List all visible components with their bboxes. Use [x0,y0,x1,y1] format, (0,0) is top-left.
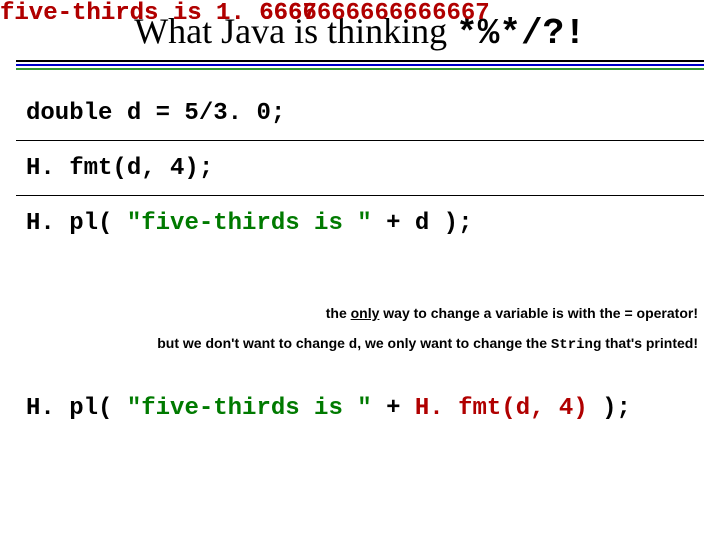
code-line-4: H. pl( "five-thirds is " + H. fmt(d, 4) … [26,395,631,422]
code4-pre: H. pl( [26,395,127,422]
note2-var-d: d [349,337,357,353]
code4-string: "five-thirds is " [127,395,372,422]
code-line-3: H. pl( "five-thirds is " + d ); [26,210,473,237]
code4-fmt-call: H. fmt(d, 4) [415,395,588,422]
rule-line-3 [16,68,704,70]
note1-a: the [326,305,351,321]
code3-pre: H. pl( [26,210,127,237]
code-line-1: double d = 5/3. 0; [26,100,285,127]
code3-post: + d ); [372,210,473,237]
rule-line-2 [16,64,704,66]
note-1: the only way to change a variable is wit… [326,305,698,321]
note2-a: but we don't want to change [157,335,349,351]
code4-post: ); [588,395,631,422]
slide: What Java is thinking *%*/?! double d = … [0,0,720,540]
note-2: but we don't want to change d, we only w… [157,335,698,353]
code-line-2: H. fmt(d, 4); [26,155,213,182]
title-rule [16,60,704,72]
note2-b: , we only want to change the [357,335,551,351]
code4-mid: + [372,395,415,422]
rule-line-1 [16,60,704,62]
note2-string-type: String [551,337,601,353]
divider-2 [16,195,704,196]
divider-1 [16,140,704,141]
note1-underline: only [351,305,380,321]
note2-c: that's printed! [601,335,698,351]
note1-b: way to change a variable is with the = o… [379,305,698,321]
output-2: five-thirds is 1. 6667 [0,0,317,27]
code3-string: "five-thirds is " [127,210,372,237]
